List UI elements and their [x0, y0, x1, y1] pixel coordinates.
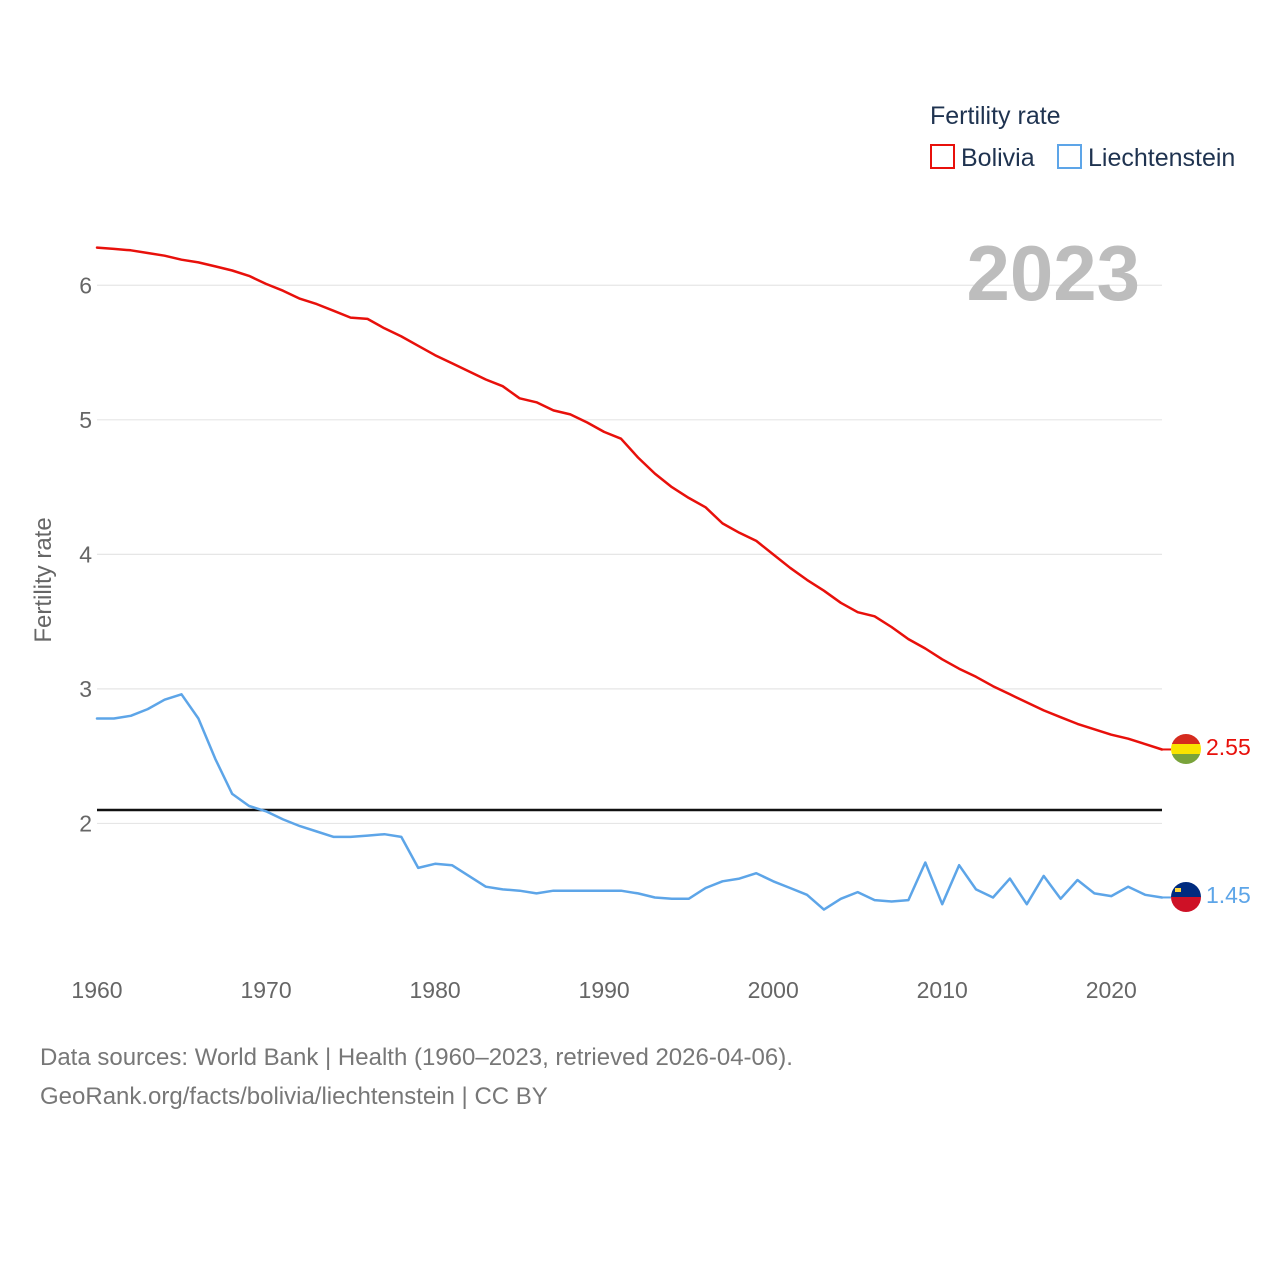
legend-swatch-bolivia	[930, 144, 955, 169]
grid-lines	[97, 284, 1162, 825]
end-label-liechtenstein: 1.45	[1206, 882, 1251, 908]
end-label-bolivia: 2.55	[1206, 734, 1251, 760]
y-tick-2: 2	[79, 810, 92, 836]
series-line-bolivia	[95, 246, 1164, 751]
x-tick-2020: 2020	[1086, 977, 1137, 1003]
legend-label-liechtenstein: Liechtenstein	[1088, 144, 1235, 172]
x-tick-1980: 1980	[410, 977, 461, 1003]
y-tick-6: 6	[79, 272, 92, 298]
y-tick-4: 4	[79, 541, 92, 567]
year-label: 2023	[966, 229, 1140, 317]
liechtenstein-flag-icon	[1171, 882, 1201, 912]
legend-item-liechtenstein[interactable]: Liechtenstein	[1057, 144, 1235, 172]
source-line-1: Data sources: World Bank | Health (1960–…	[40, 1044, 793, 1071]
x-tick-2000: 2000	[748, 977, 799, 1003]
x-tick-1990: 1990	[579, 977, 630, 1003]
legend-item-bolivia[interactable]: Bolivia	[930, 144, 1035, 172]
legend-swatch-liechtenstein	[1057, 144, 1082, 169]
y-axis-label: Fertility rate	[30, 517, 57, 642]
x-tick-1960: 1960	[71, 977, 122, 1003]
legend: Fertility rate Bolivia Liechtenstein	[930, 102, 1235, 172]
legend-title: Fertility rate	[930, 102, 1061, 130]
x-tick-labels: 1960 1970 1980 1990 2000 2010 2020	[71, 977, 1136, 1003]
y-tick-labels: 2 3 4 5 6	[79, 272, 92, 836]
y-tick-5: 5	[79, 407, 92, 433]
source-line-2[interactable]: GeoRank.org/facts/bolivia/liechtenstein …	[40, 1083, 548, 1110]
x-tick-2010: 2010	[917, 977, 968, 1003]
legend-label-bolivia: Bolivia	[961, 144, 1035, 172]
series-end-markers	[1162, 748, 1171, 899]
series-lines	[95, 246, 1164, 911]
bolivia-flag-icon	[1171, 734, 1201, 764]
series-line-liechtenstein	[95, 693, 1164, 911]
fertility-chart: 2 3 4 5 6 1960 1970 1980 1990 2000 2010 2020 Ferti…	[30, 102, 1251, 1003]
y-tick-3: 3	[79, 676, 92, 702]
x-tick-1970: 1970	[240, 977, 291, 1003]
